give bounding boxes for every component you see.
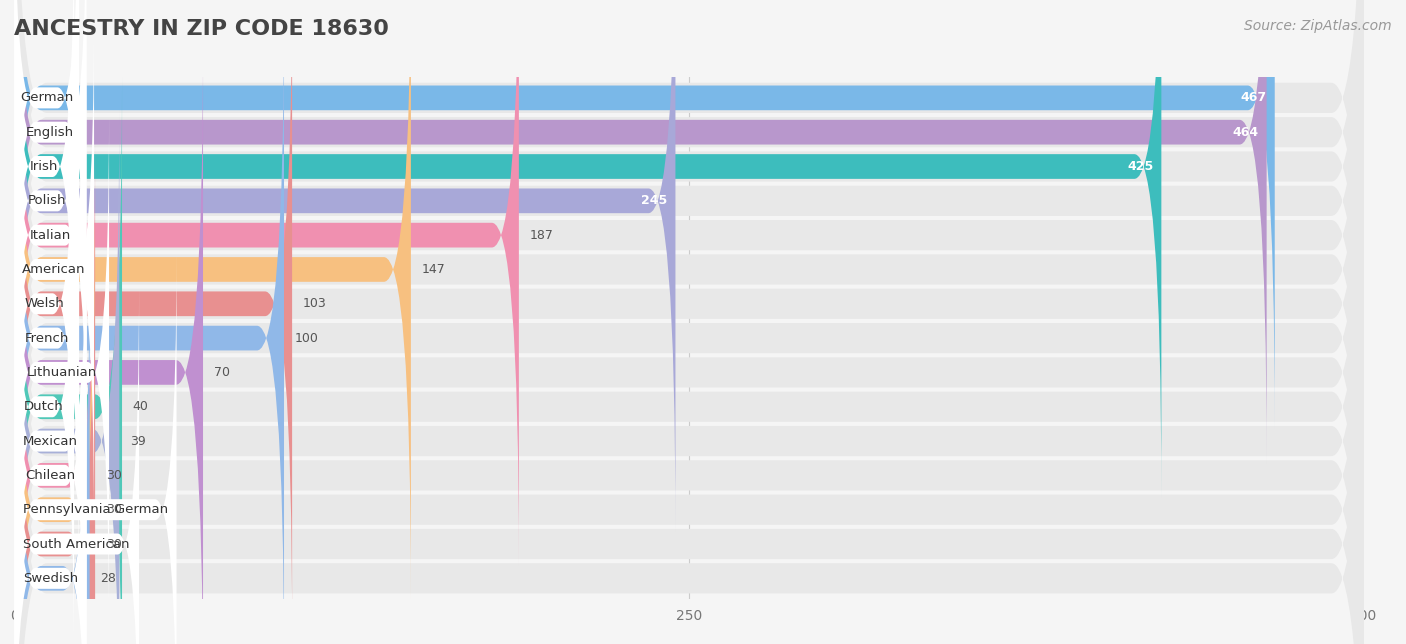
FancyBboxPatch shape bbox=[14, 177, 87, 644]
FancyBboxPatch shape bbox=[14, 79, 1364, 644]
FancyBboxPatch shape bbox=[14, 147, 1364, 644]
FancyBboxPatch shape bbox=[14, 0, 1364, 529]
FancyBboxPatch shape bbox=[14, 42, 202, 644]
FancyBboxPatch shape bbox=[14, 0, 1364, 564]
FancyBboxPatch shape bbox=[14, 5, 94, 533]
Text: 30: 30 bbox=[105, 538, 122, 551]
Text: American: American bbox=[22, 263, 86, 276]
FancyBboxPatch shape bbox=[14, 0, 87, 396]
Text: 40: 40 bbox=[132, 400, 149, 413]
Text: 245: 245 bbox=[641, 194, 668, 207]
Text: 147: 147 bbox=[422, 263, 446, 276]
FancyBboxPatch shape bbox=[14, 110, 120, 644]
Text: 103: 103 bbox=[302, 298, 326, 310]
FancyBboxPatch shape bbox=[14, 247, 90, 644]
FancyBboxPatch shape bbox=[14, 144, 96, 644]
Text: Italian: Italian bbox=[30, 229, 70, 242]
Text: Lithuanian: Lithuanian bbox=[27, 366, 97, 379]
FancyBboxPatch shape bbox=[14, 0, 519, 566]
FancyBboxPatch shape bbox=[14, 76, 122, 644]
Text: 100: 100 bbox=[295, 332, 319, 345]
FancyBboxPatch shape bbox=[14, 179, 96, 644]
FancyBboxPatch shape bbox=[14, 40, 75, 568]
FancyBboxPatch shape bbox=[14, 280, 139, 644]
FancyBboxPatch shape bbox=[14, 0, 675, 532]
FancyBboxPatch shape bbox=[14, 10, 1364, 644]
Text: 70: 70 bbox=[214, 366, 229, 379]
Text: Irish: Irish bbox=[30, 160, 58, 173]
FancyBboxPatch shape bbox=[14, 113, 1364, 644]
Text: 30: 30 bbox=[105, 469, 122, 482]
Text: Source: ZipAtlas.com: Source: ZipAtlas.com bbox=[1244, 19, 1392, 33]
Text: 39: 39 bbox=[131, 435, 146, 448]
FancyBboxPatch shape bbox=[14, 44, 1364, 644]
FancyBboxPatch shape bbox=[14, 0, 75, 431]
FancyBboxPatch shape bbox=[14, 0, 1364, 644]
Text: Welsh: Welsh bbox=[24, 298, 63, 310]
FancyBboxPatch shape bbox=[14, 314, 87, 644]
Text: Swedish: Swedish bbox=[22, 572, 77, 585]
FancyBboxPatch shape bbox=[14, 0, 1275, 429]
FancyBboxPatch shape bbox=[14, 0, 1364, 644]
FancyBboxPatch shape bbox=[14, 0, 1267, 463]
FancyBboxPatch shape bbox=[14, 213, 96, 644]
Text: Chilean: Chilean bbox=[25, 469, 76, 482]
FancyBboxPatch shape bbox=[14, 7, 284, 644]
Text: South American: South American bbox=[24, 538, 129, 551]
Text: French: French bbox=[24, 332, 69, 345]
FancyBboxPatch shape bbox=[14, 0, 1161, 497]
Text: English: English bbox=[27, 126, 75, 138]
FancyBboxPatch shape bbox=[14, 0, 79, 362]
Text: 464: 464 bbox=[1233, 126, 1258, 138]
FancyBboxPatch shape bbox=[14, 0, 292, 634]
Text: Dutch: Dutch bbox=[24, 400, 63, 413]
FancyBboxPatch shape bbox=[14, 0, 79, 465]
FancyBboxPatch shape bbox=[14, 0, 1364, 644]
FancyBboxPatch shape bbox=[14, 245, 177, 644]
FancyBboxPatch shape bbox=[14, 74, 79, 602]
FancyBboxPatch shape bbox=[14, 0, 411, 600]
Text: 187: 187 bbox=[530, 229, 554, 242]
FancyBboxPatch shape bbox=[14, 211, 87, 644]
FancyBboxPatch shape bbox=[14, 143, 75, 644]
FancyBboxPatch shape bbox=[14, 0, 1364, 632]
Text: 425: 425 bbox=[1128, 160, 1153, 173]
FancyBboxPatch shape bbox=[14, 0, 87, 499]
FancyBboxPatch shape bbox=[14, 0, 1364, 495]
FancyBboxPatch shape bbox=[14, 182, 1364, 644]
FancyBboxPatch shape bbox=[14, 108, 110, 636]
Text: Pennsylvania German: Pennsylvania German bbox=[22, 503, 167, 516]
Text: 467: 467 bbox=[1240, 91, 1267, 104]
Text: Mexican: Mexican bbox=[22, 435, 77, 448]
FancyBboxPatch shape bbox=[14, 0, 1364, 644]
Text: ANCESTRY IN ZIP CODE 18630: ANCESTRY IN ZIP CODE 18630 bbox=[14, 19, 389, 39]
Text: German: German bbox=[20, 91, 73, 104]
Text: Polish: Polish bbox=[27, 194, 66, 207]
Text: 28: 28 bbox=[100, 572, 117, 585]
FancyBboxPatch shape bbox=[14, 0, 1364, 598]
Text: 30: 30 bbox=[105, 503, 122, 516]
